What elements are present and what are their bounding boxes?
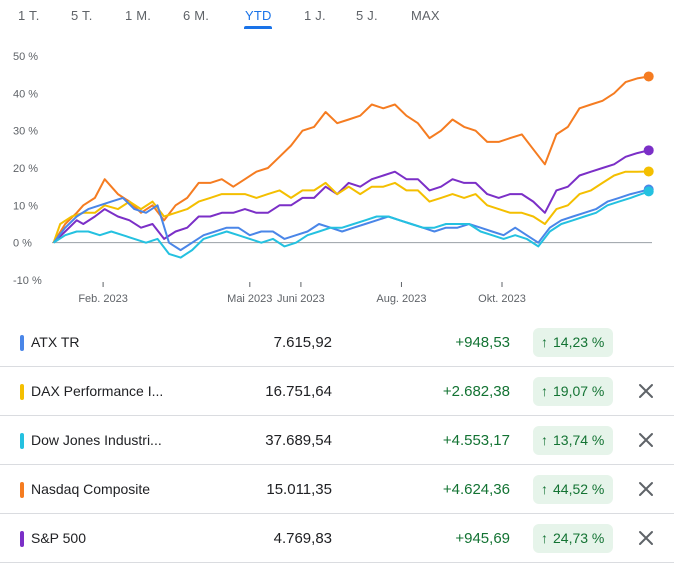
- row-divider: [0, 366, 674, 367]
- arrow-up-icon: ↑: [541, 383, 548, 399]
- tab-1-m[interactable]: 1 M.: [125, 8, 152, 23]
- arrow-up-icon: ↑: [541, 334, 548, 350]
- absolute-change: +4.624,36: [442, 481, 510, 498]
- tab-1-j[interactable]: 1 J.: [304, 8, 326, 23]
- series-color-swatch: [20, 433, 24, 449]
- x-tick-label: Mai 2023: [227, 293, 272, 305]
- percent-change-badge: ↑ 14,23 %: [533, 328, 614, 357]
- instrument-name: S&P 500: [31, 530, 87, 546]
- series-end-point-2: [643, 166, 654, 177]
- percent-change-badge: ↑ 19,07 %: [533, 377, 614, 406]
- comparison-row[interactable]: DAX Performance I... 16.751,64 +2.682,38 ↑ 1…: [0, 367, 674, 416]
- y-tick-label: 50 %: [13, 51, 38, 63]
- y-tick-label: 30 %: [13, 126, 38, 138]
- series-end-point-1: [643, 145, 654, 156]
- tab-1-t[interactable]: 1 T.: [18, 8, 40, 23]
- close-icon[interactable]: [637, 382, 655, 400]
- series-color-swatch: [20, 335, 24, 351]
- series-color-swatch: [20, 384, 24, 400]
- y-tick-label: -10 %: [13, 275, 42, 287]
- instrument-price: 7.615,92: [273, 334, 332, 351]
- close-icon[interactable]: [637, 431, 655, 449]
- y-tick-label: 10 %: [13, 200, 38, 212]
- series-color-swatch: [20, 482, 24, 498]
- instrument-price: 16.751,64: [265, 383, 332, 400]
- series-line-3: [52, 188, 649, 252]
- absolute-change: +948,53: [455, 334, 510, 351]
- instrument-name: Nasdaq Composite: [31, 481, 151, 497]
- arrow-up-icon: ↑: [541, 432, 548, 448]
- instrument-name: ATX TR: [31, 334, 80, 350]
- tab-max[interactable]: MAX: [411, 8, 440, 23]
- series-line-1: [52, 149, 649, 244]
- absolute-change: +2.682,38: [442, 383, 510, 400]
- percent-change-badge: ↑ 24,73 %: [533, 524, 614, 553]
- percent-change-badge: ↑ 13,74 %: [533, 426, 614, 455]
- series-color-swatch: [20, 531, 24, 547]
- instrument-name: DAX Performance I...: [31, 383, 164, 399]
- y-tick-label: 0 %: [13, 238, 32, 250]
- percent-change-value: 44,52 %: [553, 481, 605, 497]
- active-tab-indicator: [244, 26, 272, 29]
- comparison-row[interactable]: Dow Jones Industri... 37.689,54 +4.553,17 ↑…: [0, 416, 674, 465]
- row-divider: [0, 562, 674, 563]
- instrument-price: 37.689,54: [265, 432, 332, 449]
- close-icon[interactable]: [637, 529, 655, 547]
- x-tick-label: Juni 2023: [277, 293, 325, 305]
- percent-change-value: 13,74 %: [553, 432, 605, 448]
- instrument-name: Dow Jones Industri...: [31, 432, 162, 448]
- series-line-4: [53, 190, 650, 259]
- x-tick-label: Okt. 2023: [478, 293, 526, 305]
- tab-6-m[interactable]: 6 M.: [183, 8, 210, 23]
- series-end-point-0: [643, 71, 654, 82]
- row-divider: [0, 464, 674, 465]
- instrument-price: 4.769,83: [273, 530, 332, 547]
- comparison-row[interactable]: S&P 500 4.769,83 +945,69 ↑ 24,73 %: [0, 514, 674, 563]
- row-divider: [0, 415, 674, 416]
- series-end-point-4: [643, 186, 654, 197]
- y-tick-label: 20 %: [13, 163, 38, 175]
- percent-change-value: 19,07 %: [553, 383, 605, 399]
- comparison-row[interactable]: Nasdaq Composite 15.011,35 +4.624,36 ↑ 44,52…: [0, 465, 674, 514]
- close-icon[interactable]: [637, 480, 655, 498]
- percent-change-badge: ↑ 44,52 %: [533, 475, 614, 504]
- series-line-0: [52, 75, 649, 244]
- row-divider: [0, 513, 674, 514]
- comparison-line-chart: 50 % 40 % 30 % 20 % 10 % 0 % -10 % Feb. 2023 Mai…: [13, 51, 654, 305]
- tab-ytd[interactable]: YTD: [245, 8, 272, 23]
- series-line-2: [52, 170, 649, 244]
- tab-5-j[interactable]: 5 J.: [356, 8, 378, 23]
- tab-5-t[interactable]: 5 T.: [71, 8, 93, 23]
- x-tick-label: Aug. 2023: [376, 293, 426, 305]
- percent-change-value: 14,23 %: [553, 334, 605, 350]
- y-tick-label: 40 %: [13, 88, 38, 100]
- comparison-row[interactable]: ATX TR 7.615,92 +948,53 ↑ 14,23 %: [0, 318, 674, 367]
- instrument-price: 15.011,35: [266, 481, 332, 498]
- arrow-up-icon: ↑: [541, 530, 548, 546]
- absolute-change: +4.553,17: [442, 432, 510, 449]
- absolute-change: +945,69: [455, 530, 510, 547]
- percent-change-value: 24,73 %: [553, 530, 605, 546]
- arrow-up-icon: ↑: [541, 481, 548, 497]
- x-tick-label: Feb. 2023: [78, 293, 128, 305]
- range-tabs: 1 T. 5 T. 1 M. 6 M. YTD 1 J. 5 J. MAX: [0, 0, 674, 36]
